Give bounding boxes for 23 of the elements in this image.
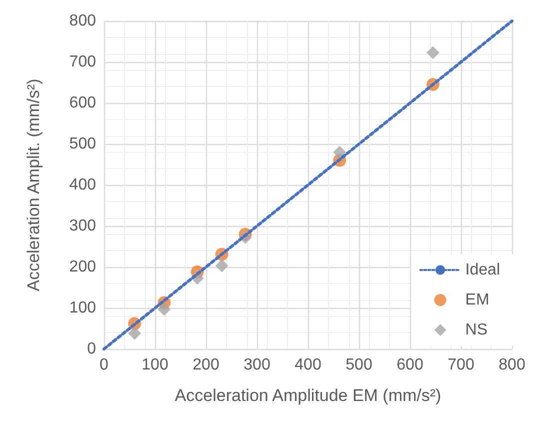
y-tick-label: 100 bbox=[69, 300, 96, 316]
y-tick-label: 200 bbox=[69, 258, 96, 276]
legend-label: Ideal bbox=[465, 262, 500, 278]
y-tick-label: 0 bbox=[87, 340, 96, 358]
y-tick-label: 800 bbox=[69, 12, 96, 30]
x-tick-label: 400 bbox=[294, 356, 322, 374]
y-tick-label: 700 bbox=[69, 54, 96, 70]
y-tick-label: 600 bbox=[69, 94, 96, 112]
legend-label: EM bbox=[465, 292, 490, 308]
y-tick-label: 500 bbox=[69, 136, 96, 152]
x-tick-label: 0 bbox=[100, 356, 109, 374]
y-axis-title: Acceleration Amplit. (mm/s²) bbox=[24, 78, 43, 292]
x-tick-label: 600 bbox=[396, 356, 424, 374]
y-tick-label: 400 bbox=[69, 176, 96, 194]
x-tick-label: 100 bbox=[142, 356, 168, 374]
x-tick-label: 200 bbox=[192, 356, 220, 374]
legend-label: NS bbox=[465, 322, 488, 338]
x-tick-label: 700 bbox=[448, 356, 474, 374]
x-tick-label: 800 bbox=[498, 356, 526, 374]
y-tick-label: 300 bbox=[69, 218, 96, 234]
x-axis-title: Acceleration Amplitude EM (mm/s²) bbox=[174, 386, 442, 405]
x-tick-label: 500 bbox=[346, 356, 372, 374]
x-tick-label: 300 bbox=[244, 356, 270, 374]
